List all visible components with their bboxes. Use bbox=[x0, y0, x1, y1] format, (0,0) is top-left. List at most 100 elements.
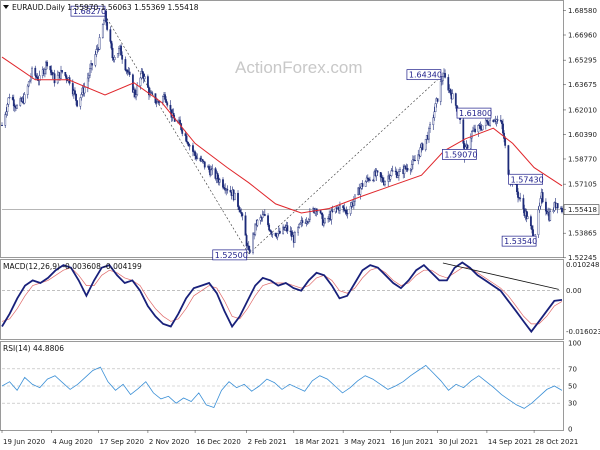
candle-body bbox=[319, 210, 322, 214]
candle-body bbox=[289, 230, 292, 233]
candle-body bbox=[472, 130, 474, 132]
x-tick-label: 17 Sep 2020 bbox=[100, 438, 144, 446]
candle-body bbox=[61, 70, 63, 73]
candle-body bbox=[201, 159, 204, 162]
macd-tick-label: -0.016023 bbox=[566, 328, 600, 336]
candle-body bbox=[376, 170, 379, 173]
candle-body bbox=[202, 160, 205, 163]
candle-body bbox=[359, 187, 362, 195]
candle-body bbox=[12, 99, 15, 107]
price-panel-frame bbox=[0, 0, 564, 258]
price-tick-label: 1.57105 bbox=[568, 181, 597, 189]
candle-body bbox=[238, 206, 240, 210]
price-tick-label: 1.63675 bbox=[568, 81, 597, 89]
candle-body bbox=[124, 59, 127, 71]
candle-body bbox=[166, 102, 169, 106]
candle-body bbox=[390, 170, 393, 176]
candle-body bbox=[181, 129, 184, 134]
rise-projection-line bbox=[248, 74, 444, 255]
candle-body bbox=[186, 141, 189, 144]
candle-body bbox=[83, 87, 86, 94]
candle-body bbox=[380, 176, 383, 179]
candle-body bbox=[406, 168, 409, 171]
level-label: 1.53540 bbox=[504, 237, 537, 246]
candle-body bbox=[561, 207, 563, 213]
candle-body bbox=[424, 138, 427, 150]
candle-body bbox=[6, 104, 9, 112]
candle-body bbox=[141, 71, 144, 74]
candle-body bbox=[38, 75, 41, 82]
candle-body bbox=[308, 210, 311, 220]
candle-body bbox=[128, 71, 131, 75]
candle-body bbox=[539, 198, 542, 207]
y-axis-ticks: 1.68580 1.66960 1.65295 1.63675 1.62010 1.603… bbox=[563, 7, 600, 434]
candle-body bbox=[504, 138, 507, 146]
candle-body bbox=[545, 201, 547, 212]
candle-body bbox=[74, 90, 76, 95]
candle-body bbox=[361, 183, 364, 187]
candle-body bbox=[324, 218, 326, 224]
candle-body bbox=[496, 119, 499, 121]
candle-body bbox=[364, 181, 367, 187]
candle-body bbox=[469, 137, 472, 149]
candle-body bbox=[56, 74, 59, 84]
macd-tick-label: 0.010248 bbox=[566, 261, 599, 269]
candle-body bbox=[80, 94, 83, 99]
rsi-tick-label: 100 bbox=[568, 340, 581, 348]
rsi-tick-label: 0 bbox=[568, 426, 572, 434]
dropdown-triangle-icon[interactable] bbox=[3, 5, 9, 9]
x-tick-label: 14 Sep 2021 bbox=[488, 438, 532, 446]
candle-body bbox=[263, 214, 266, 216]
candle-body bbox=[403, 166, 406, 175]
candlestick-series bbox=[1, 8, 563, 255]
candle-body bbox=[489, 119, 492, 126]
candle-body bbox=[440, 80, 443, 82]
candle-body bbox=[499, 119, 502, 122]
candle-body bbox=[75, 93, 77, 101]
candle-body bbox=[331, 210, 334, 213]
candle-body bbox=[394, 170, 397, 173]
candle-body bbox=[179, 119, 181, 124]
x-tick-label: 30 Jul 2021 bbox=[439, 438, 479, 446]
candle-body bbox=[449, 88, 452, 94]
candle-body bbox=[165, 99, 168, 103]
candle-body bbox=[49, 65, 52, 71]
candle-body bbox=[414, 160, 416, 162]
price-tick-label: 1.60390 bbox=[568, 131, 597, 139]
candle-body bbox=[247, 245, 250, 250]
candle-body bbox=[428, 128, 430, 140]
candle-body bbox=[367, 178, 370, 181]
candle-body bbox=[541, 192, 544, 203]
candle-body bbox=[517, 191, 519, 198]
candle-body bbox=[121, 55, 124, 60]
candle-body bbox=[327, 218, 330, 220]
level-label: 1.57430 bbox=[511, 175, 544, 184]
candle-body bbox=[259, 217, 262, 221]
candle-body bbox=[274, 232, 277, 237]
rsi-tick-label: 30 bbox=[568, 400, 577, 408]
x-tick-label: 2 Nov 2020 bbox=[149, 438, 189, 446]
x-tick-label: 16 Dec 2020 bbox=[196, 438, 241, 446]
rsi-line bbox=[1, 364, 563, 409]
candle-body bbox=[252, 233, 254, 253]
candle-body bbox=[399, 169, 401, 172]
x-tick-label: 2 Feb 2021 bbox=[248, 438, 287, 446]
candle-body bbox=[34, 67, 37, 76]
candle-body bbox=[366, 177, 369, 180]
candle-body bbox=[522, 198, 525, 210]
candle-body bbox=[106, 21, 109, 30]
candle-body bbox=[118, 48, 120, 54]
price-tick-label: 1.62010 bbox=[568, 106, 597, 114]
candle-body bbox=[126, 70, 129, 73]
rsi-tick-label: 70 bbox=[568, 365, 577, 373]
candle-body bbox=[444, 73, 446, 78]
candle-body bbox=[7, 97, 10, 105]
candle-body bbox=[379, 172, 382, 178]
macd-lines bbox=[1, 261, 563, 334]
candle-body bbox=[143, 76, 146, 80]
level-box bbox=[508, 173, 544, 185]
candle-body bbox=[46, 61, 48, 67]
candle-body bbox=[194, 151, 197, 157]
price-header: EURAUD.Daily 1.55970 1.56063 1.55369 1.5… bbox=[12, 3, 199, 12]
price-tick-label: 1.53865 bbox=[568, 230, 597, 238]
